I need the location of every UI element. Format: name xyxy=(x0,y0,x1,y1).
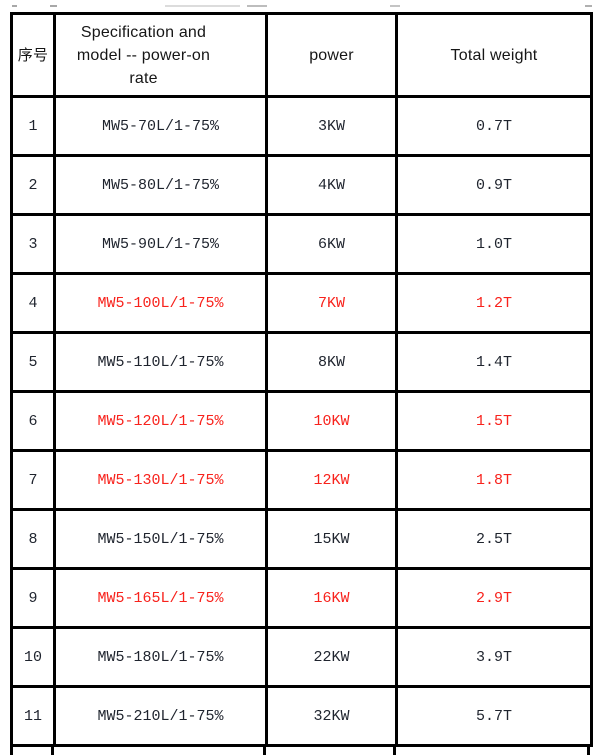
table-row: 7 MW5-130L/1-75% 12KW 1.8T xyxy=(10,449,593,511)
cropped-row-remnant xyxy=(585,5,592,7)
cell-model: MW5-100L/1-75% xyxy=(53,272,268,334)
cell-weight: 1.0T xyxy=(395,213,593,275)
cell-model: MW5-180L/1-75% xyxy=(53,626,268,688)
cell-weight: 0.9T xyxy=(395,154,593,216)
column-header-model: Specification and model -- power-on rate xyxy=(53,12,268,98)
table-row: 11 MW5-210L/1-75% 32KW 5.7T xyxy=(10,685,593,747)
cropped-next-row-border xyxy=(393,744,396,755)
cell-model: MW5-70L/1-75% xyxy=(53,95,268,157)
table-row: 5 MW5-110L/1-75% 8KW 1.4T xyxy=(10,331,593,393)
cell-index: 3 xyxy=(10,213,56,275)
cell-power: 10KW xyxy=(265,390,398,452)
cell-index: 9 xyxy=(10,567,56,629)
cell-index: 10 xyxy=(10,626,56,688)
table-row: 1 MW5-70L/1-75% 3KW 0.7T xyxy=(10,95,593,157)
column-header-power: power xyxy=(265,12,398,98)
cell-weight: 1.8T xyxy=(395,449,593,511)
cell-index: 7 xyxy=(10,449,56,511)
cell-power: 7KW xyxy=(265,272,398,334)
cell-power: 3KW xyxy=(265,95,398,157)
cell-power: 22KW xyxy=(265,626,398,688)
table-row: 2 MW5-80L/1-75% 4KW 0.9T xyxy=(10,154,593,216)
cell-index: 8 xyxy=(10,508,56,570)
cell-model: MW5-80L/1-75% xyxy=(53,154,268,216)
cropped-row-remnant xyxy=(390,5,400,7)
column-header-weight: Total weight xyxy=(395,12,593,98)
cropped-row-remnant xyxy=(165,5,240,7)
cell-power: 32KW xyxy=(265,685,398,747)
cell-weight: 2.5T xyxy=(395,508,593,570)
table-row: 4 MW5-100L/1-75% 7KW 1.2T xyxy=(10,272,593,334)
column-header-index: 序号 xyxy=(10,12,56,98)
cropped-row-remnant xyxy=(50,5,57,7)
cell-weight: 1.5T xyxy=(395,390,593,452)
cell-index: 4 xyxy=(10,272,56,334)
table-row: 10 MW5-180L/1-75% 22KW 3.9T xyxy=(10,626,593,688)
cropped-row-remnant xyxy=(12,5,17,7)
cropped-row-remnant xyxy=(247,5,267,7)
cell-model: MW5-120L/1-75% xyxy=(53,390,268,452)
cell-power: 8KW xyxy=(265,331,398,393)
cell-weight: 1.4T xyxy=(395,331,593,393)
cell-weight: 2.9T xyxy=(395,567,593,629)
table-row: 9 MW5-165L/1-75% 16KW 2.9T xyxy=(10,567,593,629)
cell-model: MW5-210L/1-75% xyxy=(53,685,268,747)
cropped-next-row-border xyxy=(51,744,54,755)
cell-power: 12KW xyxy=(265,449,398,511)
cropped-next-row-border xyxy=(10,744,13,755)
cell-weight: 3.9T xyxy=(395,626,593,688)
cell-model: MW5-150L/1-75% xyxy=(53,508,268,570)
cropped-next-row-border xyxy=(587,744,590,755)
cell-index: 6 xyxy=(10,390,56,452)
cell-model: MW5-110L/1-75% xyxy=(53,331,268,393)
table-body: 1 MW5-70L/1-75% 3KW 0.7T 2 MW5-80L/1-75% 4KW 0.… xyxy=(10,95,593,747)
table-row: 8 MW5-150L/1-75% 15KW 2.5T xyxy=(10,508,593,570)
header-row: 序号 Specification and model -- power-on r… xyxy=(10,12,593,98)
cell-index: 11 xyxy=(10,685,56,747)
cropped-next-row-border xyxy=(263,744,266,755)
cell-power: 6KW xyxy=(265,213,398,275)
specification-table: 序号 Specification and model -- power-on r… xyxy=(10,12,593,747)
cell-power: 15KW xyxy=(265,508,398,570)
cell-power: 4KW xyxy=(265,154,398,216)
cell-index: 5 xyxy=(10,331,56,393)
cell-index: 2 xyxy=(10,154,56,216)
table-row: 6 MW5-120L/1-75% 10KW 1.5T xyxy=(10,390,593,452)
cell-model: MW5-130L/1-75% xyxy=(53,449,268,511)
cell-weight: 0.7T xyxy=(395,95,593,157)
table-row: 3 MW5-90L/1-75% 6KW 1.0T xyxy=(10,213,593,275)
cell-index: 1 xyxy=(10,95,56,157)
cell-model: MW5-165L/1-75% xyxy=(53,567,268,629)
cell-power: 16KW xyxy=(265,567,398,629)
cell-weight: 1.2T xyxy=(395,272,593,334)
cell-weight: 5.7T xyxy=(395,685,593,747)
cell-model: MW5-90L/1-75% xyxy=(53,213,268,275)
